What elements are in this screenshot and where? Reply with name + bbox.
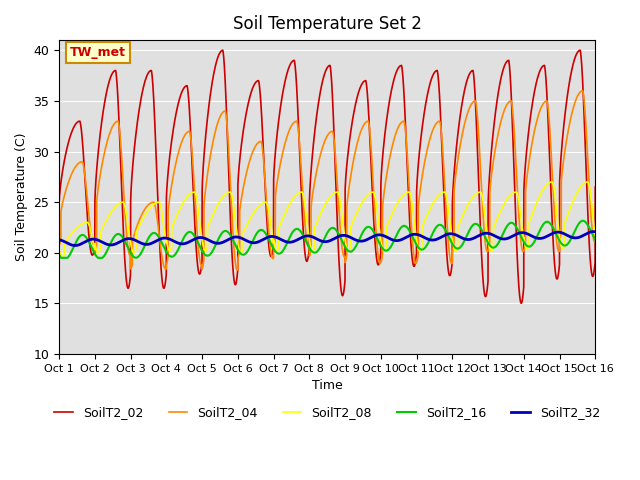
SoilT2_02 (447, 268, 455, 274)
SoilT2_02 (477, 252, 485, 258)
SoilT2_08 (584, 179, 592, 185)
Line: SoilT2_02: SoilT2_02 (59, 50, 595, 303)
SoilT2_02 (307, 169, 315, 175)
SoilT2_16 (152, 230, 159, 236)
SoilT2_08 (591, 230, 598, 236)
SoilT2_04 (591, 239, 598, 244)
SoilT2_04 (478, 188, 486, 194)
SoilT2_16 (58, 255, 65, 261)
SoilT2_02 (55, 199, 63, 205)
SoilT2_02 (418, 131, 426, 136)
SoilT2_08 (152, 200, 159, 206)
SoilT2_32 (71, 242, 79, 248)
SoilT2_08 (478, 191, 486, 197)
SoilT2_16 (418, 247, 426, 252)
SoilT2_32 (418, 233, 426, 239)
SoilT2_08 (418, 245, 426, 251)
SoilT2_08 (591, 234, 599, 240)
SoilT2_32 (55, 237, 63, 243)
SoilT2_16 (447, 239, 455, 245)
SoilT2_16 (591, 237, 599, 242)
SoilT2_04 (55, 242, 63, 248)
SoilT2_04 (307, 204, 315, 210)
SoilT2_16 (55, 252, 63, 258)
Text: TW_met: TW_met (70, 46, 126, 59)
Line: SoilT2_16: SoilT2_16 (59, 221, 595, 258)
SoilT2_08 (307, 246, 315, 252)
SoilT2_32 (478, 231, 486, 237)
SoilT2_04 (579, 88, 586, 94)
Y-axis label: Soil Temperature (C): Soil Temperature (C) (15, 133, 28, 261)
SoilT2_32 (307, 234, 315, 240)
SoilT2_02 (591, 184, 599, 190)
Line: SoilT2_04: SoilT2_04 (59, 91, 595, 270)
SoilT2_32 (590, 228, 598, 234)
SoilT2_16 (579, 218, 587, 224)
SoilT2_02 (577, 48, 584, 53)
SoilT2_32 (152, 239, 159, 244)
Legend: SoilT2_02, SoilT2_04, SoilT2_08, SoilT2_16, SoilT2_32: SoilT2_02, SoilT2_04, SoilT2_08, SoilT2_… (49, 401, 605, 424)
SoilT2_04 (234, 267, 241, 273)
SoilT2_08 (447, 230, 455, 236)
SoilT2_16 (591, 236, 598, 242)
SoilT2_04 (152, 204, 159, 210)
SoilT2_08 (55, 247, 63, 253)
SoilT2_16 (478, 227, 486, 233)
SoilT2_16 (307, 248, 315, 253)
X-axis label: Time: Time (312, 379, 342, 392)
Line: SoilT2_08: SoilT2_08 (59, 182, 595, 256)
SoilT2_32 (447, 231, 455, 237)
SoilT2_04 (418, 177, 426, 183)
SoilT2_04 (447, 260, 455, 266)
SoilT2_02 (591, 263, 598, 269)
SoilT2_32 (591, 229, 598, 235)
SoilT2_02 (152, 136, 159, 142)
SoilT2_08 (58, 253, 66, 259)
SoilT2_04 (591, 238, 599, 244)
SoilT2_32 (591, 229, 599, 235)
Line: SoilT2_32: SoilT2_32 (59, 231, 595, 245)
Title: Soil Temperature Set 2: Soil Temperature Set 2 (233, 15, 422, 33)
SoilT2_02 (517, 300, 525, 306)
